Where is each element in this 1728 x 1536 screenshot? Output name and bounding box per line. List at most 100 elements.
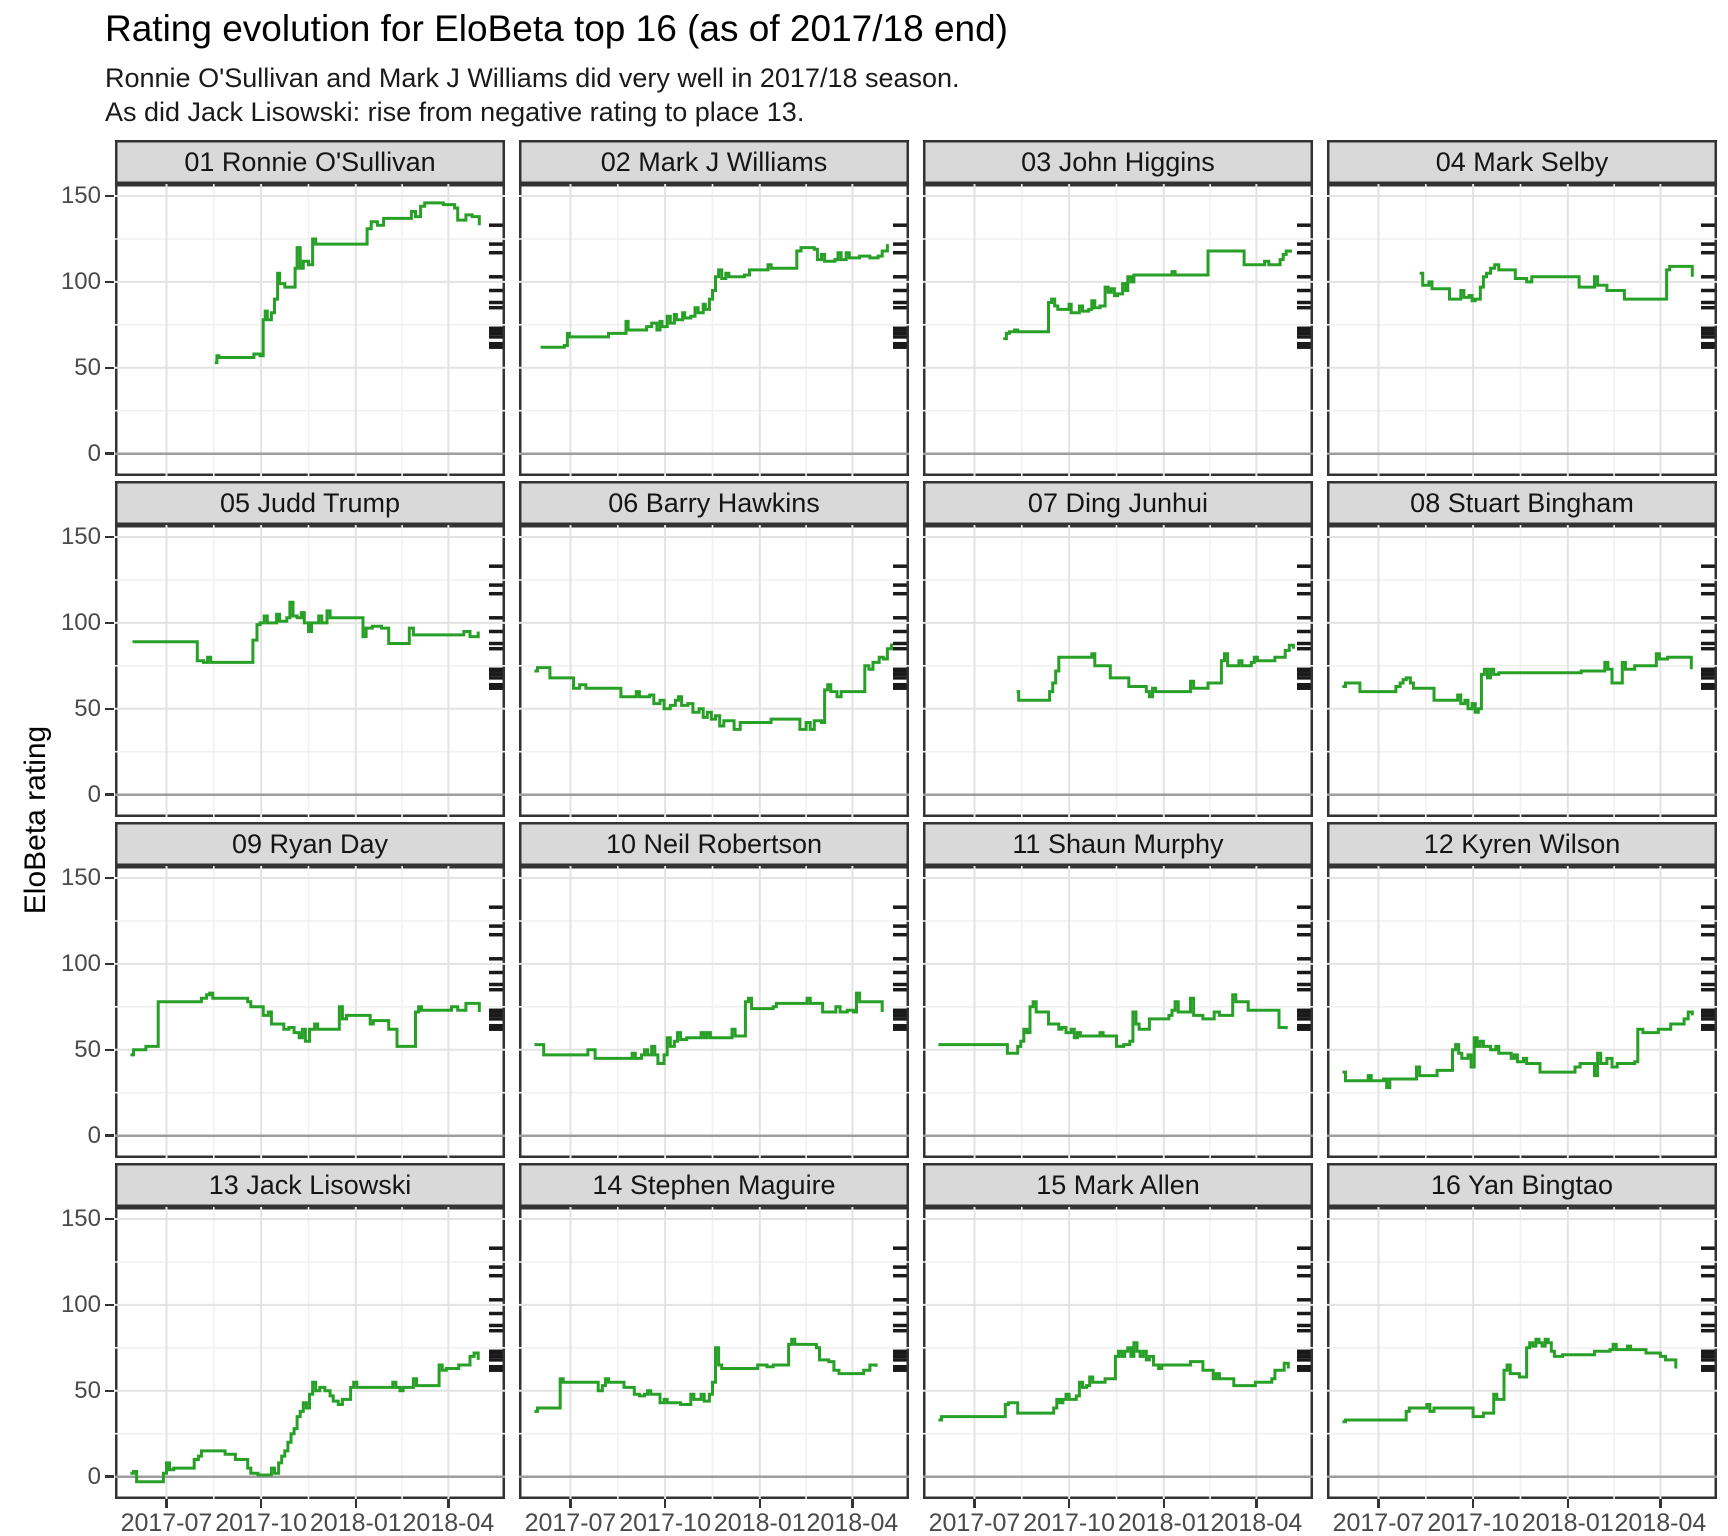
facet-plot — [923, 1207, 1313, 1499]
facet-strip-label: 04 Mark Selby — [1435, 146, 1609, 177]
facet-strip: 13 Jack Lisowski — [115, 1163, 505, 1207]
x-axis-tick-label: 2017-10 — [1427, 1509, 1519, 1536]
chart-subtitle-line2: As did Jack Lisowski: rise from negative… — [105, 97, 805, 127]
rating-step-line — [938, 993, 1288, 1055]
y-axis-tick-label: 100 — [60, 1290, 101, 1318]
y-axis-tick-mark — [105, 452, 114, 455]
facet-strip-label: 07 Ding Junhui — [1027, 487, 1209, 518]
x-axis-tick-mark — [758, 1499, 762, 1508]
y-axis-tick-mark — [105, 621, 114, 625]
facet-strip-label: 06 Barry Hawkins — [608, 487, 820, 518]
x-axis-tick-label: 2018-01 — [1521, 1509, 1614, 1536]
x-axis-tick-label: 2018-04 — [806, 1509, 899, 1536]
facet-strip: 03 John Higgins — [923, 140, 1313, 184]
y-axis-tick-label: 50 — [74, 353, 101, 381]
facet-plot — [1327, 1207, 1717, 1499]
rating-step-line — [1342, 1337, 1678, 1424]
facet-plot — [115, 184, 505, 476]
x-axis-tick-label: 2018-01 — [1117, 1509, 1210, 1536]
facet-panel — [923, 1207, 1313, 1499]
x-axis-tick-mark — [663, 1499, 667, 1508]
facet-panel — [115, 525, 505, 817]
facet-strip: 04 Mark Selby — [1327, 140, 1717, 184]
rating-step-line — [132, 600, 480, 664]
facet-plot — [519, 1207, 909, 1499]
x-axis-tick-label: 2018-04 — [402, 1509, 495, 1536]
y-axis-tick-label: 0 — [87, 1121, 101, 1149]
rating-step-line — [214, 201, 481, 365]
chart-subtitle-line1: Ronnie O'Sullivan and Mark J Williams di… — [105, 63, 960, 93]
facet-strip: 08 Stuart Bingham — [1327, 481, 1717, 525]
y-axis-tick-label: 100 — [60, 949, 101, 977]
y-axis-tick-label: 50 — [74, 694, 101, 722]
facet-strip-label: 13 Jack Lisowski — [208, 1169, 412, 1200]
y-axis-tick-mark — [105, 280, 114, 284]
facet-panel — [923, 525, 1313, 817]
facet-panel — [923, 184, 1313, 476]
y-axis-tick-mark — [105, 1217, 114, 1221]
x-axis-tick-mark — [1377, 1499, 1380, 1508]
y-axis-tick-label: 0 — [87, 439, 101, 467]
facet: 11 Shaun Murphy — [923, 822, 1313, 1158]
facet-strip-label: 09 Ryan Day — [231, 828, 389, 859]
x-axis-tick-label: 2017-07 — [120, 1509, 213, 1536]
rating-step-line — [1342, 652, 1693, 714]
x-axis-tick-mark — [1659, 1499, 1662, 1508]
facet-strip: 06 Barry Hawkins — [519, 481, 909, 525]
facet-strip-label: 11 Shaun Murphy — [1012, 828, 1224, 859]
y-axis-tick-label: 100 — [60, 608, 101, 636]
y-axis-tick-mark — [105, 1303, 114, 1307]
facet-panel — [115, 184, 505, 476]
facet: 13 Jack Lisowski 0 50 100 150 2017-07 2017-10… — [61, 1163, 505, 1536]
x-axis-tick-mark — [1566, 1499, 1570, 1508]
rating-step-line — [1342, 1010, 1694, 1090]
facet-strip: 12 Kyren Wilson — [1327, 822, 1717, 866]
x-axis-tick-label: 2017-07 — [524, 1509, 617, 1536]
facet: 04 Mark Selby — [1327, 140, 1717, 476]
y-axis-tick-mark — [105, 1475, 114, 1478]
rating-step-line — [130, 1351, 480, 1484]
x-axis-tick-mark — [851, 1499, 854, 1508]
y-axis-tick-mark — [105, 1048, 114, 1052]
y-axis-tick-mark — [105, 1134, 114, 1137]
facet-panel — [519, 866, 909, 1158]
x-axis-tick-mark — [1255, 1499, 1258, 1508]
facet-panel — [519, 1207, 909, 1499]
facet-strip-label: 15 Mark Allen — [1036, 1169, 1200, 1200]
rating-step-line — [130, 991, 481, 1057]
x-axis-tick-label: 2018-01 — [309, 1509, 402, 1536]
x-axis-tick-mark — [1067, 1499, 1071, 1508]
facet-panel — [1327, 1207, 1717, 1499]
facet-plot — [519, 184, 909, 476]
y-axis-tick-label: 50 — [74, 1376, 101, 1404]
y-axis-tick-label: 150 — [60, 1205, 101, 1233]
x-axis-tick-label: 2017-10 — [1023, 1509, 1115, 1536]
x-axis-tick-mark — [354, 1499, 358, 1508]
facet-plot — [115, 1207, 505, 1499]
x-axis-tick-label: 2018-04 — [1210, 1509, 1303, 1536]
rating-step-line — [534, 991, 884, 1065]
facet-strip-label: 08 Stuart Bingham — [1410, 487, 1634, 518]
chart-title: Rating evolution for EloBeta top 16 (as … — [105, 8, 1008, 49]
facet: 16 Yan Bingtao 2017-07 2017-10 2018-01 2018… — [1327, 1163, 1717, 1536]
facet-strip: 07 Ding Junhui — [923, 481, 1313, 525]
facet-plot — [923, 525, 1313, 817]
y-axis-tick-label: 50 — [74, 1035, 101, 1063]
facet-strip-label: 05 Judd Trump — [219, 487, 401, 518]
y-axis-tick-mark — [105, 707, 114, 711]
rating-step-line — [1419, 263, 1694, 303]
y-axis-tick-label: 0 — [87, 780, 101, 808]
x-axis-tick-mark — [569, 1499, 572, 1508]
y-axis-tick-label: 150 — [60, 864, 101, 892]
facet-plot — [1327, 866, 1717, 1158]
facet: 05 Judd Trump 0 50 100 150 — [61, 481, 505, 817]
y-axis-tick-mark — [105, 194, 114, 198]
facet-panel — [519, 184, 909, 476]
facet-strip: 02 Mark J Williams — [519, 140, 909, 184]
facet-plot — [1327, 525, 1717, 817]
facet-panel — [115, 1207, 505, 1499]
y-axis-tick-label: 150 — [60, 182, 101, 210]
facet-panel — [115, 866, 505, 1158]
rating-step-line — [938, 1341, 1290, 1422]
facet: 01 Ronnie O'Sullivan 0 50 100 150 — [61, 140, 505, 476]
